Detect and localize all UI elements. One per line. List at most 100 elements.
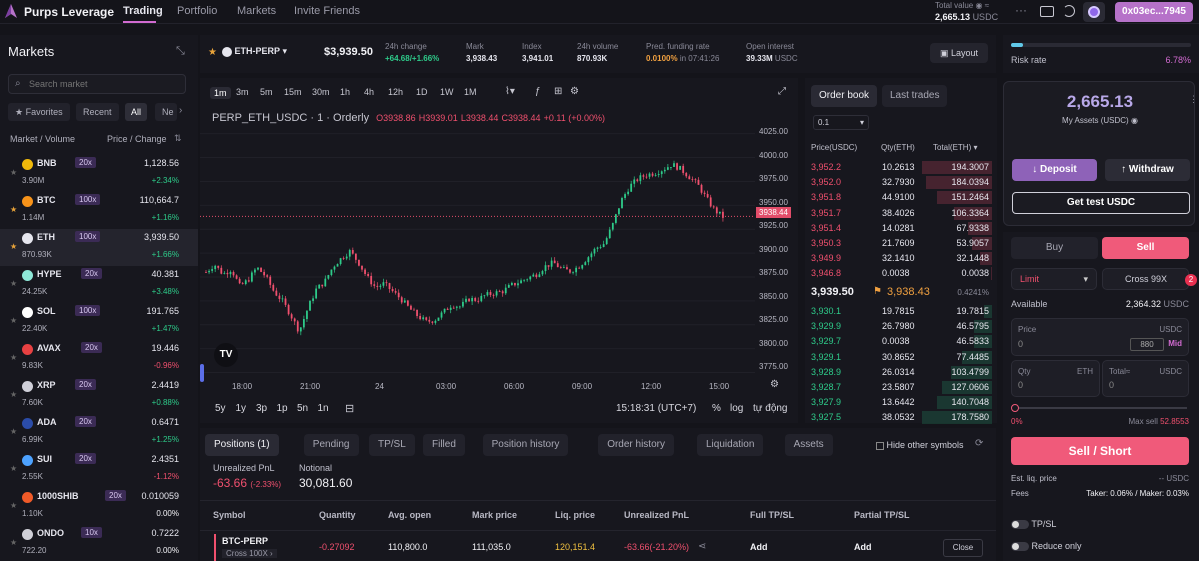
wallet-icon[interactable] <box>1040 6 1054 17</box>
timeframe-12h[interactable]: 12h <box>388 87 404 97</box>
filter-favorites[interactable]: ★ Favorites <box>8 103 70 121</box>
chart-settings-icon[interactable]: ⚙ <box>570 86 579 97</box>
toggle-switch[interactable] <box>1011 520 1029 530</box>
market-row[interactable]: ★ ONDO 10x 722.20 0.7222 0.00% <box>0 525 198 561</box>
card-scroll-icon[interactable]: ⋮ <box>1189 94 1198 104</box>
favorite-star-icon[interactable]: ★ <box>10 427 18 436</box>
amount-slider[interactable] <box>1011 404 1187 412</box>
add-partial-tpsl-button[interactable]: Add <box>854 542 872 552</box>
ask-row[interactable]: 3,951.4 14.0281 67.9338 <box>805 221 997 236</box>
nav-invite-friends[interactable]: Invite Friends <box>294 5 361 17</box>
tab-liquidation[interactable]: Liquidation <box>697 434 764 456</box>
date-range-icon[interactable]: ⊟ <box>345 403 355 415</box>
deposit-button[interactable]: ↓ Deposit <box>1012 159 1097 181</box>
favorite-star-icon[interactable]: ★ <box>10 464 18 473</box>
nav-trading[interactable]: Trading <box>123 5 163 17</box>
ask-row[interactable]: 3,951.7 38.4026 106.3364 <box>805 206 997 221</box>
favorite-star-icon[interactable]: ★ <box>10 501 18 510</box>
brand-name[interactable]: Purps Leverage <box>24 5 115 19</box>
tab-assets[interactable]: Assets <box>784 434 833 456</box>
sell-short-button[interactable]: Sell / Short <box>1011 437 1189 465</box>
bid-row[interactable]: 3,928.7 23.5807 127.0606 <box>805 380 997 395</box>
nav-markets[interactable]: Markets <box>237 5 277 17</box>
tpsl-toggle[interactable]: TP/SL <box>1011 519 1056 530</box>
brand-logo-icon[interactable] <box>4 3 18 19</box>
range-3p[interactable]: 3p <box>256 403 268 414</box>
position-symbol[interactable]: BTC-PERP <box>222 536 269 546</box>
ask-row[interactable]: 3,946.8 0.0038 0.0038 <box>805 266 997 281</box>
mid-button[interactable]: Mid <box>1168 339 1182 348</box>
candlestick-plot[interactable] <box>200 123 755 378</box>
tab-last-trades[interactable]: Last trades <box>882 85 948 107</box>
market-row[interactable]: ★ ETH 100x 870.93K 3,939.50 +1.66% <box>0 229 198 266</box>
market-row[interactable]: ★ BTC 100x 1.14M 110,664.7 +1.16% <box>0 192 198 229</box>
tab-positions-1-[interactable]: Positions (1) <box>205 434 279 456</box>
tab-position-history[interactable]: Position history <box>482 434 569 456</box>
range-5n[interactable]: 5n <box>297 403 309 414</box>
favorite-star-icon[interactable]: ★ <box>10 279 18 288</box>
market-row[interactable]: ★ 1000SHIB 20x 1.10K 0.010059 0.00% <box>0 488 198 525</box>
timeframe-1D[interactable]: 1D <box>416 87 428 97</box>
slider-handle[interactable] <box>1011 404 1019 412</box>
tab-order-book[interactable]: Order book <box>811 85 878 107</box>
timeframe-3m[interactable]: 3m <box>236 87 249 97</box>
favorite-star-icon[interactable]: ★ <box>10 205 18 214</box>
market-row[interactable]: ★ SOL 100x 22.40K 191.765 +1.47% <box>0 303 198 340</box>
get-test-usdc-button[interactable]: Get test USDC <box>1012 192 1190 214</box>
more-icon[interactable]: ··· <box>1015 3 1027 17</box>
reduce-only-toggle[interactable]: Reduce only <box>1011 541 1082 552</box>
price-field[interactable]: Price USDC 0 880 Mid <box>1011 318 1189 356</box>
chart-type-icon[interactable]: ⌇▾ <box>505 86 515 97</box>
ask-row[interactable]: 3,952.0 32.7930 184.0394 <box>805 175 997 190</box>
tab-order-history[interactable]: Order history <box>598 434 674 456</box>
timeframe-1h[interactable]: 1h <box>340 87 351 97</box>
tab-tp-sl[interactable]: TP/SL <box>369 434 415 456</box>
hide-other-symbols[interactable]: Hide other symbols <box>876 440 964 450</box>
market-row[interactable]: ★ ADA 20x 6.99K 0.6471 +1.25% <box>0 414 198 451</box>
bid-row[interactable]: 3,929.1 30.8652 77.4485 <box>805 350 997 365</box>
fullscreen-icon[interactable]: ⤢ <box>778 86 786 97</box>
chart-settings-gear-icon[interactable]: ⚙ <box>770 379 779 390</box>
total-field[interactable]: Total≈ USDC 0 <box>1102 360 1189 397</box>
network-icon[interactable] <box>1083 2 1105 22</box>
sort-icon[interactable]: ⇅ <box>174 133 182 143</box>
search-box[interactable]: ⌕ <box>8 74 186 94</box>
timeframe-1m[interactable]: 1m <box>210 87 231 99</box>
toggle-switch[interactable] <box>1011 542 1029 552</box>
range-1p[interactable]: 1p <box>276 403 288 414</box>
timeframe-1W[interactable]: 1W <box>440 87 454 97</box>
range-5y[interactable]: 5y <box>215 403 226 414</box>
moon-icon[interactable] <box>1063 5 1075 17</box>
eye-icon[interactable]: ◉ <box>1130 116 1138 125</box>
bid-row[interactable]: 3,930.1 19.7815 19.7815 <box>805 304 997 319</box>
price-input[interactable]: 0 <box>1018 339 1024 349</box>
layout-button[interactable]: ▣ Layout <box>930 43 988 63</box>
refresh-icon[interactable]: ⟳ <box>975 438 984 449</box>
filter-scroll-icon[interactable]: › <box>179 105 183 116</box>
tab-filled[interactable]: Filled <box>423 434 465 456</box>
filter-recent[interactable]: Recent <box>76 103 119 121</box>
ask-row[interactable]: 3,952.2 10.2613 194.3007 <box>805 160 997 175</box>
range-1n[interactable]: 1n <box>317 403 329 414</box>
close-position-button[interactable]: Close <box>943 539 983 557</box>
wallet-address-button[interactable]: 0x03ec...7945 <box>1115 2 1193 22</box>
timeframe-15m[interactable]: 15m <box>284 87 302 97</box>
ask-row[interactable]: 3,951.8 44.9100 151.2464 <box>805 190 997 205</box>
collapse-icon[interactable]: ⤡ <box>176 45 185 57</box>
market-row[interactable]: ★ XRP 20x 7.60K 2.4419 +0.88% <box>0 377 198 414</box>
pair-selector[interactable]: ETH-PERP ▾ <box>222 46 287 57</box>
total-input[interactable]: 0 <box>1109 380 1115 390</box>
compare-icon[interactable]: ⊞ <box>554 86 563 97</box>
price-chart[interactable]: 1m 3m 5m 15m 30m 1h 4h 12h 1D 1W 1M ⌇▾ ƒ ⊞ ⚙ ⤢ PER… <box>200 78 798 423</box>
bid-row[interactable]: 3,927.5 38.0532 178.7580 <box>805 410 997 425</box>
qty-input[interactable]: 0 <box>1018 380 1024 390</box>
bid-row[interactable]: 3,929.7 0.0038 46.5833 <box>805 334 997 349</box>
indicator-icon[interactable]: ƒ <box>535 86 541 97</box>
chart-side-handle[interactable] <box>200 364 204 382</box>
market-row[interactable]: ★ HYPE 20x 24.25K 40.381 +3.48% <box>0 266 198 303</box>
tick-size-select[interactable]: 0.1 ▾ <box>813 115 869 130</box>
qty-field[interactable]: Qty ETH 0 <box>1011 360 1100 397</box>
timeframe-4h[interactable]: 4h <box>364 87 375 97</box>
bid-row[interactable]: 3,929.9 26.7980 46.5795 <box>805 319 997 334</box>
favorite-star-icon[interactable]: ★ <box>208 47 217 58</box>
